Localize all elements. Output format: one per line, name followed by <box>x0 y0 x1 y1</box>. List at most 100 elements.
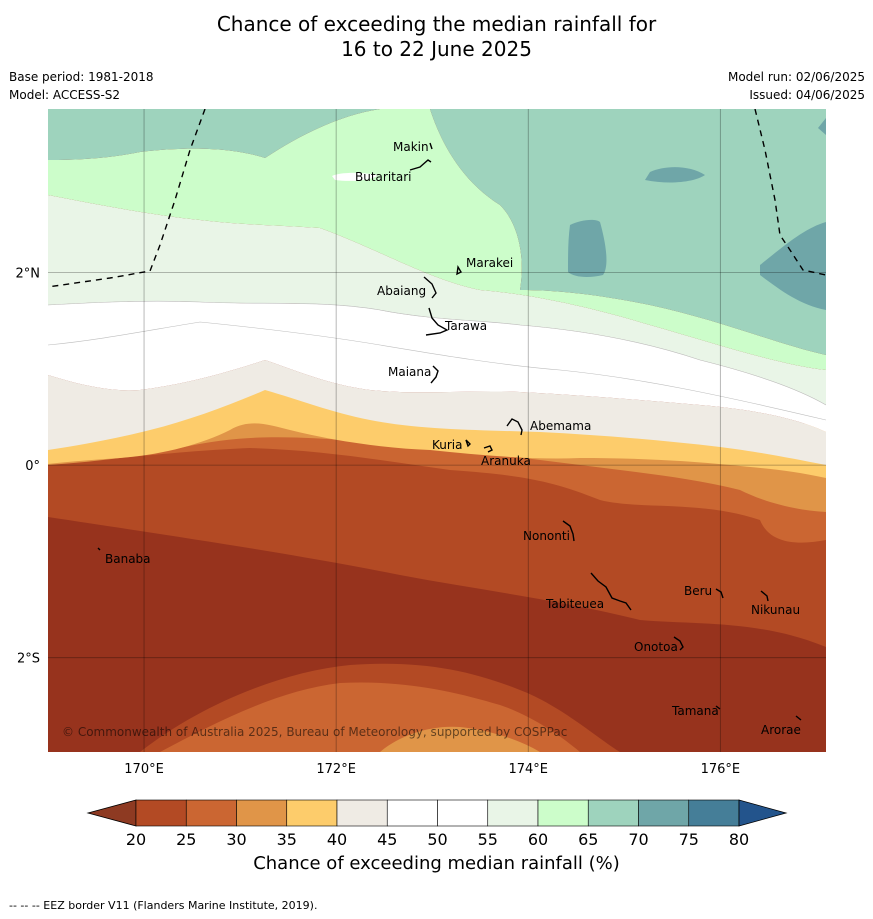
label-nononti: Nononti <box>523 529 570 543</box>
title-line-2: 16 to 22 June 2025 <box>341 37 532 61</box>
label-makin: Makin <box>393 140 429 154</box>
meta-left: Base period: 1981-2018 Model: ACCESS-S2 <box>9 68 154 104</box>
band-65-70 <box>48 109 826 355</box>
label-maiana: Maiana <box>388 365 431 379</box>
island-outline-tarawa <box>425 307 449 336</box>
band-40-45 <box>48 360 826 465</box>
colorbar-swatch <box>135 799 187 827</box>
colorbar-tick-label: 35 <box>277 830 297 849</box>
chart-title: Chance of exceeding the median rainfall … <box>0 12 873 62</box>
colorbar-tick-label: 65 <box>578 830 598 849</box>
colorbar-swatch <box>185 799 237 827</box>
colorbar-swatch <box>386 799 438 827</box>
lat-tick-label: 2°N <box>16 267 41 282</box>
lon-tick-label: 176°E <box>701 762 741 777</box>
island-outline-arorae <box>795 715 802 721</box>
band-70-75 <box>568 118 826 310</box>
island-outline-kuria <box>465 439 471 448</box>
meta-right: Model run: 02/06/2025 Issued: 04/06/2025 <box>728 68 865 104</box>
contour-line <box>48 321 826 421</box>
island-outline-abaiang <box>423 276 437 299</box>
graticule <box>48 109 826 752</box>
label-banaba: Banaba <box>105 552 151 566</box>
colorbar-under-arrow <box>86 799 137 827</box>
colorbar-tick-label: 20 <box>126 830 146 849</box>
island-outline-butaritari <box>409 159 432 171</box>
label-kuria: Kuria <box>432 438 463 452</box>
model-run: Model run: 02/06/2025 <box>727 70 865 84</box>
island-outlines <box>97 142 802 721</box>
band-55-60 <box>48 195 826 405</box>
colorbar-tick-label: 60 <box>528 830 548 849</box>
colorbar-swatch <box>236 799 288 827</box>
label-abaiang: Abaiang <box>377 284 426 298</box>
island-outline-banaba <box>97 547 101 551</box>
label-nikunau: Nikunau <box>751 603 800 617</box>
lon-tick-label: 170°E <box>124 762 164 777</box>
island-outline-nikunau <box>760 590 769 602</box>
model-name: Model: ACCESS-S2 <box>9 88 121 102</box>
colorbar-tick-label: 70 <box>628 830 648 849</box>
colorbar-tick-label: 75 <box>679 830 699 849</box>
label-tabiteuea: Tabiteuea <box>545 597 604 611</box>
label-butaritari: Butaritari <box>355 170 412 184</box>
colorbar: 20 25 30 35 40 45 50 55 60 65 70 75 80 <box>86 799 788 849</box>
colorbar-swatch <box>286 799 338 827</box>
colorbar-swatch <box>487 799 539 827</box>
label-tamana: Tamana <box>671 704 719 718</box>
title-line-1: Chance of exceeding the median rainfall … <box>216 12 657 36</box>
colorbar-over-arrow <box>738 799 788 827</box>
colorbar-swatch <box>587 799 639 827</box>
colorbar-title: Chance of exceeding median rainfall (%) <box>253 853 620 874</box>
colorbar-tick-label: 40 <box>327 830 347 849</box>
colorbar-tick-label: 30 <box>226 830 246 849</box>
eez-border-line <box>754 109 826 276</box>
island-outline-aranuka <box>483 445 493 453</box>
lat-tick-label: 0° <box>25 459 40 474</box>
lon-tick-label: 172°E <box>316 762 356 777</box>
colorbar-swatch <box>638 799 690 827</box>
contour-line <box>48 300 826 406</box>
island-outline-onotoa <box>673 636 684 651</box>
issued-date: Issued: 04/06/2025 <box>749 88 865 102</box>
colorbar-tick-label: 25 <box>176 830 196 849</box>
island-outline-abemama <box>506 418 523 436</box>
contour-fill-layer <box>48 109 826 752</box>
island-outline-tamana <box>715 705 721 710</box>
colorbar-tick-label: 80 <box>729 830 749 849</box>
label-tarawa: Tarawa <box>444 319 487 333</box>
colorbar-swatch <box>437 799 489 827</box>
colorbar-swatch <box>688 799 740 827</box>
label-arorae: Arorae <box>761 723 801 737</box>
eez-footnote: -- -- -- EEZ border V11 (Flanders Marine… <box>9 899 318 912</box>
lon-tick-label: 174°E <box>508 762 548 777</box>
island-outline-beru <box>715 588 724 599</box>
band-60-65 <box>48 109 826 370</box>
label-onotoa: Onotoa <box>634 640 678 654</box>
band-45-55-patch <box>332 172 378 181</box>
band-25-30 <box>48 386 826 752</box>
label-abemama: Abemama <box>530 419 591 433</box>
label-beru: Beru <box>684 584 712 598</box>
colorbar-tick-label: 45 <box>377 830 397 849</box>
copyright-notice: © Commonwealth of Australia 2025, Bureau… <box>62 725 567 739</box>
island-outline-marakei <box>456 264 462 276</box>
island-labels: Makin Butaritari Marakei Abaiang Tarawa … <box>105 140 801 737</box>
base-period: Base period: 1981-2018 <box>9 70 154 84</box>
label-aranuka: Aranuka <box>481 454 531 468</box>
lat-tick-label: 2°S <box>17 652 40 667</box>
label-marakei: Marakei <box>466 256 513 270</box>
band-45-55 <box>48 301 826 432</box>
colorbar-swatch <box>336 799 388 827</box>
colorbar-tick-label: 50 <box>427 830 447 849</box>
island-outline-makin <box>429 142 433 150</box>
island-outline-nonouti <box>562 520 575 542</box>
axis-tick-labels: 170°E 172°E 174°E 176°E 2°N 0° 2°S <box>16 267 741 777</box>
eez-borders <box>48 109 826 288</box>
eez-border-line <box>48 109 206 288</box>
colorbar-tick-label: 55 <box>478 830 498 849</box>
island-outline-maiana <box>430 365 439 384</box>
colorbar-swatch <box>537 799 589 827</box>
island-outline-tabiteuea <box>590 572 632 611</box>
